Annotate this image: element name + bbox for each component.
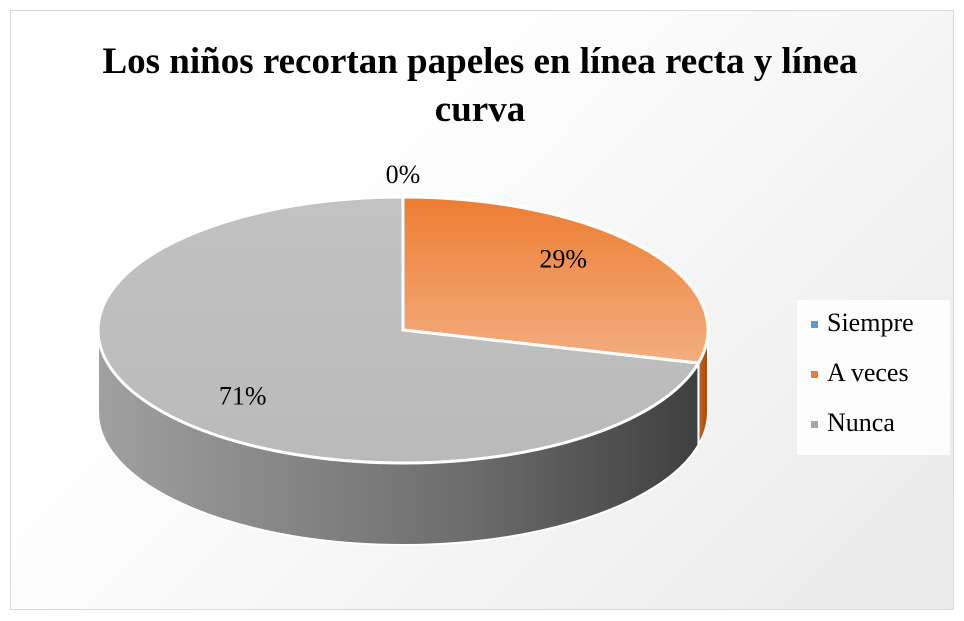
legend-box xyxy=(797,300,950,455)
data-label: 0% xyxy=(386,160,421,189)
chart-title: Los niños recortan papeles en línea rect… xyxy=(102,41,858,130)
legend-label: A veces xyxy=(827,358,909,387)
slice xyxy=(96,195,701,465)
legend-swatch xyxy=(811,421,818,428)
legend-swatch xyxy=(811,321,818,328)
legend-swatch xyxy=(811,371,818,378)
legend-label: Nunca xyxy=(827,408,895,437)
data-label: 29% xyxy=(539,244,587,273)
legend-label: Siempre xyxy=(827,308,914,337)
slice xyxy=(401,195,710,365)
data-label: 71% xyxy=(219,381,267,410)
